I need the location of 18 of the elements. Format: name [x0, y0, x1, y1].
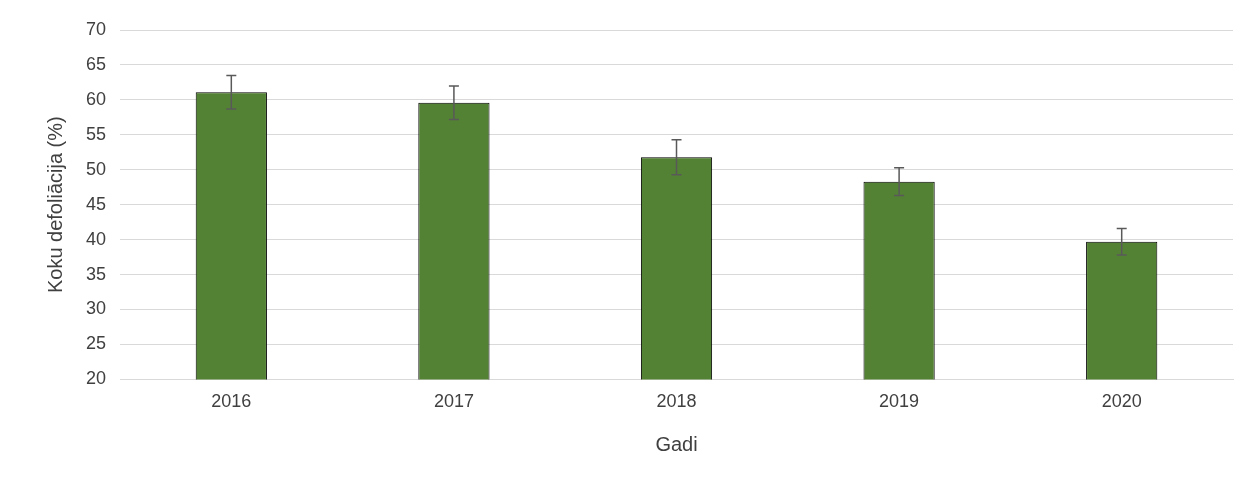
y-tick-label: 70	[85, 18, 107, 39]
y-tick-label: 30	[85, 298, 107, 319]
x-tick-label: 2018	[656, 391, 697, 412]
y-tick-label: 60	[85, 88, 107, 109]
x-axis-title: Gadi	[655, 432, 698, 455]
y-tick-label: 35	[85, 263, 107, 284]
y-axis-title: Koku defoliācija (%)	[43, 116, 66, 294]
y-tick-label: 55	[85, 123, 107, 144]
y-tick-label: 45	[85, 193, 107, 214]
x-tick-label: 2016	[211, 391, 252, 412]
y-tick-label: 25	[85, 333, 107, 354]
y-tick-label: 50	[85, 158, 107, 179]
x-tick-label: 2017	[433, 391, 474, 412]
y-tick-label: 40	[85, 228, 107, 249]
y-tick-label: 65	[85, 53, 107, 74]
x-tick-label: 2019	[879, 391, 920, 412]
x-tick-label: 2020	[1101, 391, 1142, 412]
y-tick-label: 20	[85, 368, 107, 389]
